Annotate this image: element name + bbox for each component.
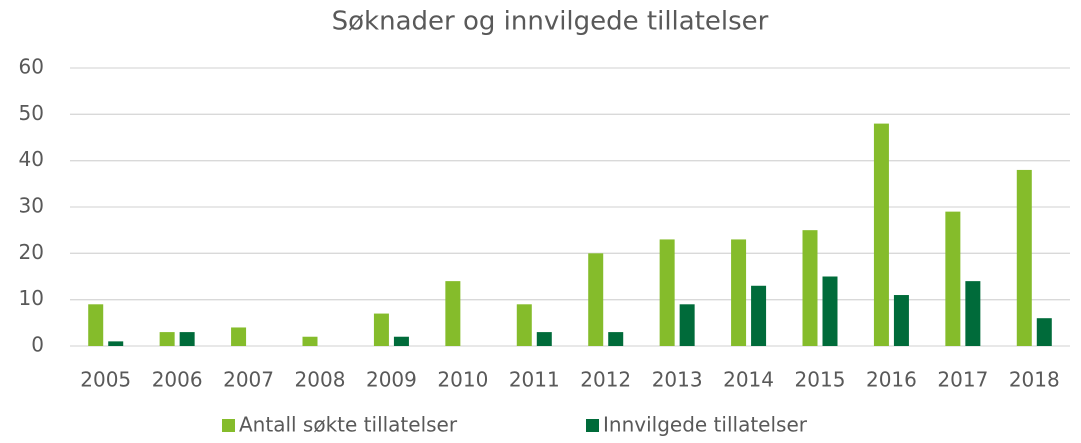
bar — [159, 332, 175, 346]
x-tick-label: 2015 — [795, 368, 846, 392]
x-tick-label: 2005 — [80, 368, 131, 392]
bar — [108, 341, 124, 346]
bar — [679, 304, 695, 346]
y-tick-label: 60 — [19, 55, 44, 79]
bar — [373, 313, 389, 346]
x-tick-label: 2013 — [652, 368, 703, 392]
legend-label: Innvilgede tillatelser — [603, 413, 808, 437]
bar — [965, 281, 981, 346]
bar — [231, 327, 247, 346]
bar — [945, 211, 961, 346]
x-tick-label: 2006 — [152, 368, 203, 392]
bar — [751, 285, 767, 346]
x-tick-label: 2014 — [723, 368, 774, 392]
bar — [802, 230, 818, 346]
bar — [873, 123, 889, 346]
bar — [445, 281, 461, 346]
x-tick-label: 2017 — [937, 368, 988, 392]
y-tick-label: 30 — [19, 194, 44, 218]
bar — [608, 332, 624, 346]
y-tick-label: 50 — [19, 101, 44, 125]
chart-title: Søknader og innvilgede tillatelser — [332, 7, 769, 37]
bar — [1036, 318, 1052, 346]
bar — [393, 336, 409, 346]
bar — [179, 332, 195, 346]
x-tick-label: 2009 — [366, 368, 417, 392]
legend-label: Antall søkte tillatelser — [239, 413, 458, 437]
bar — [731, 239, 747, 346]
x-tick-label: 2010 — [437, 368, 488, 392]
bar — [302, 336, 318, 346]
legend-swatch — [586, 419, 599, 432]
bar — [1016, 169, 1032, 346]
bar — [893, 295, 909, 346]
legend-swatch — [222, 419, 235, 432]
bar — [88, 304, 104, 346]
bar — [588, 253, 604, 346]
bar — [822, 276, 838, 346]
x-tick-label: 2018 — [1009, 368, 1060, 392]
x-tick-label: 2012 — [580, 368, 631, 392]
x-tick-label: 2016 — [866, 368, 917, 392]
bar — [516, 304, 532, 346]
bar — [659, 239, 675, 346]
y-tick-label: 20 — [19, 240, 44, 264]
y-tick-label: 10 — [19, 286, 44, 310]
y-tick-label: 0 — [31, 333, 44, 357]
x-tick-label: 2011 — [509, 368, 560, 392]
y-tick-label: 40 — [19, 147, 44, 171]
bar — [536, 332, 552, 346]
x-tick-label: 2007 — [223, 368, 274, 392]
x-tick-label: 2008 — [295, 368, 346, 392]
